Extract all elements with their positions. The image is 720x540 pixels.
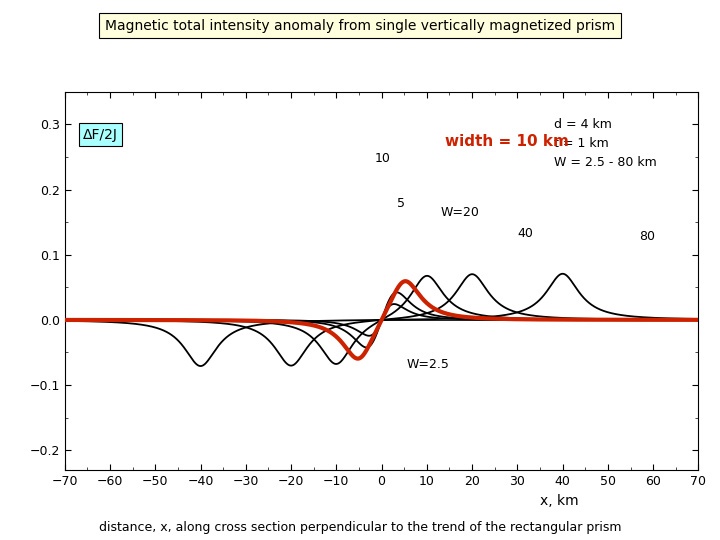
Text: 10: 10	[375, 152, 391, 165]
Text: width = 10 km: width = 10 km	[445, 134, 569, 149]
Text: Magnetic total intensity anomaly from single vertically magnetized prism: Magnetic total intensity anomaly from si…	[105, 19, 615, 33]
Text: x, km: x, km	[540, 495, 578, 508]
Text: d = 4 km
t = 1 km
W = 2.5 - 80 km: d = 4 km t = 1 km W = 2.5 - 80 km	[554, 118, 657, 169]
Text: ΔF/2J: ΔF/2J	[83, 127, 118, 141]
Text: W=20: W=20	[441, 206, 480, 219]
Text: W=2.5: W=2.5	[407, 357, 449, 371]
Text: 40: 40	[518, 227, 534, 240]
Text: 5: 5	[397, 198, 405, 211]
Text: distance, x, along cross section perpendicular to the trend of the rectangular p: distance, x, along cross section perpend…	[99, 521, 621, 534]
Text: 80: 80	[639, 230, 656, 243]
